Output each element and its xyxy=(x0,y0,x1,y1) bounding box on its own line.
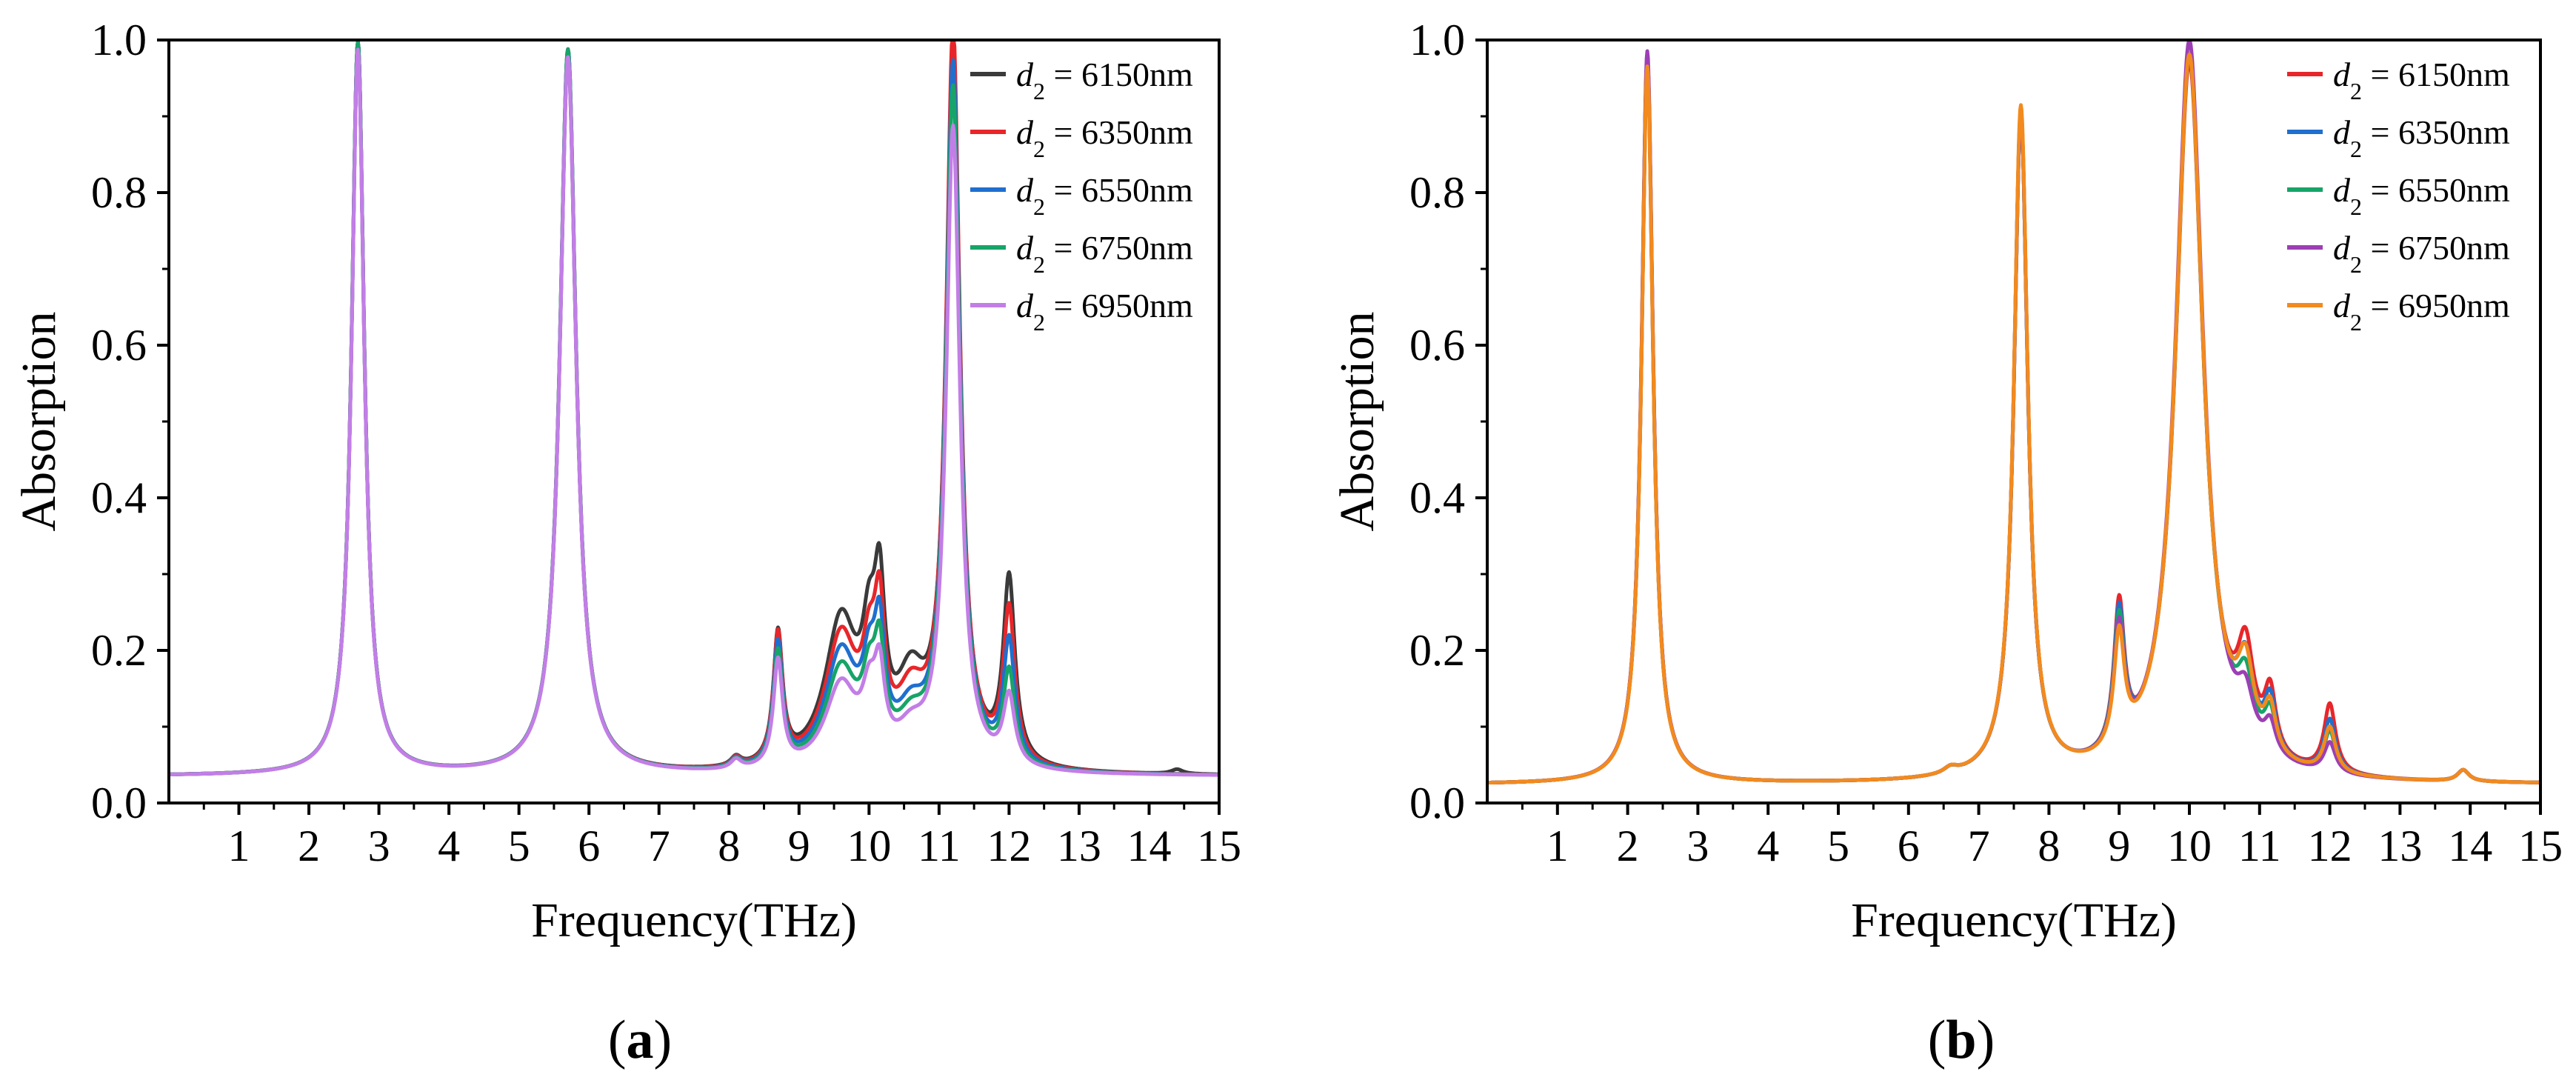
x-tick-label: 6 xyxy=(1898,822,1920,870)
x-tick-label: 10 xyxy=(847,822,891,870)
x-tick-label: 5 xyxy=(1827,822,1849,870)
x-tick-label: 13 xyxy=(1057,822,1101,870)
x-tick-label: 3 xyxy=(368,822,390,870)
x-tick-label: 7 xyxy=(648,822,670,870)
x-tick-label: 1 xyxy=(228,822,250,870)
series-line-6150nm xyxy=(169,40,1219,776)
y-tick-label: 0.4 xyxy=(1409,473,1465,522)
x-tick-label: 3 xyxy=(1686,822,1709,870)
x-axis-title: Frequency(THz) xyxy=(531,893,857,947)
x-tick-label: 6 xyxy=(578,822,600,870)
panel-label: (b) xyxy=(1928,1010,1995,1070)
x-tick-label: 9 xyxy=(788,822,810,870)
legend-label: d2 = 6150nm xyxy=(2333,56,2510,104)
x-axis-title: Frequency(THz) xyxy=(1851,893,2177,947)
series-line-6950nm xyxy=(169,47,1219,777)
legend-label: d2 = 6750nm xyxy=(2333,229,2510,278)
x-tick-label: 7 xyxy=(1968,822,1990,870)
plot-area xyxy=(169,40,1219,777)
x-tick-label: 1 xyxy=(1546,822,1569,870)
x-tick-label: 13 xyxy=(2378,822,2422,870)
series-line-6750nm xyxy=(169,40,1219,777)
panel-a: 1 2 3 4 5 6 7 8 9 10 11 12 13 14 150.00.20.40.60.81.0F… xyxy=(12,16,1241,1070)
legend-label: d2 = 6150nm xyxy=(1016,56,1193,104)
series-line-6550nm xyxy=(169,40,1219,777)
legend-label: d2 = 6750nm xyxy=(1016,229,1193,278)
legend-label: d2 = 6350nm xyxy=(1016,113,1193,162)
x-tick-label: 14 xyxy=(1127,822,1171,870)
legend-label: d2 = 6550nm xyxy=(1016,171,1193,220)
x-tick-label: 8 xyxy=(2038,822,2060,870)
y-tick-label: 0.6 xyxy=(1409,321,1465,370)
y-tick-label: 0.0 xyxy=(91,779,147,827)
legend-label: d2 = 6950nm xyxy=(2333,287,2510,336)
y-tick-label: 1.0 xyxy=(91,16,147,64)
x-tick-label: 5 xyxy=(508,822,530,870)
y-tick-label: 0.6 xyxy=(91,321,147,370)
legend-label: d2 = 6350nm xyxy=(2333,113,2510,162)
y-tick-label: 0.0 xyxy=(1409,779,1465,827)
x-tick-label: 12 xyxy=(987,822,1031,870)
legend-label: d2 = 6950nm xyxy=(1016,287,1193,336)
y-tick-label: 0.4 xyxy=(91,473,147,522)
x-tick-label: 8 xyxy=(718,822,740,870)
y-tick-label: 0.8 xyxy=(91,168,147,217)
panel-label: (a) xyxy=(608,1010,672,1070)
y-tick-label: 0.2 xyxy=(91,626,147,675)
x-tick-label: 15 xyxy=(2518,822,2563,870)
x-tick-label: 12 xyxy=(2308,822,2352,870)
x-tick-label: 14 xyxy=(2448,822,2492,870)
x-tick-label: 9 xyxy=(2108,822,2130,870)
x-tick-label: 2 xyxy=(1617,822,1639,870)
legend-label: d2 = 6550nm xyxy=(2333,171,2510,220)
x-tick-label: 2 xyxy=(298,822,320,870)
y-axis-title: Absorption xyxy=(1330,312,1384,532)
x-tick-label: 10 xyxy=(2167,822,2212,870)
x-tick-label: 11 xyxy=(918,822,961,870)
y-tick-label: 0.2 xyxy=(1409,626,1465,675)
y-tick-label: 1.0 xyxy=(1409,16,1465,64)
series-line-6950nm xyxy=(1487,52,2540,785)
y-tick-label: 0.8 xyxy=(1409,168,1465,217)
x-tick-label: 11 xyxy=(2238,822,2281,870)
x-tick-label: 15 xyxy=(1197,822,1241,870)
plot-frame xyxy=(167,39,1221,804)
x-tick-label: 4 xyxy=(1757,822,1779,870)
panel-b: 1 2 3 4 5 6 7 8 9 10 11 12 13 14 150.00.20.40.60.81.0F… xyxy=(1330,16,2563,1070)
y-axis-title: Absorption xyxy=(12,312,66,532)
plot-area xyxy=(1487,40,2540,785)
x-tick-label: 4 xyxy=(438,822,460,870)
